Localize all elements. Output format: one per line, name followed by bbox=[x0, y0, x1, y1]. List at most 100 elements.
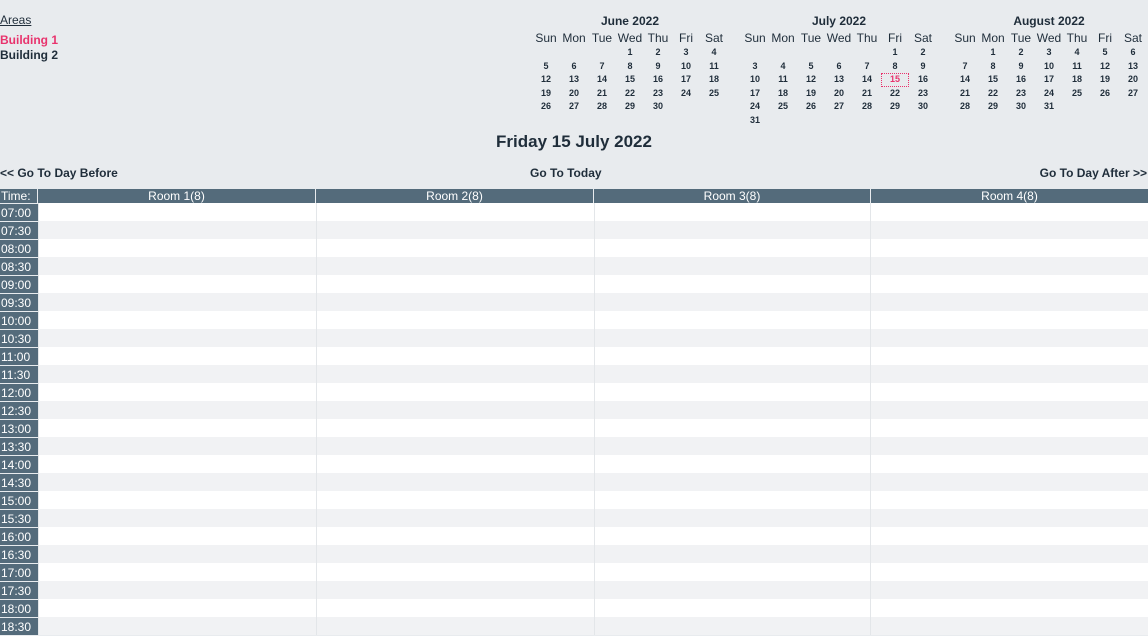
booking-slot-room-3[interactable] bbox=[593, 401, 871, 419]
booking-slot-room-4[interactable] bbox=[870, 491, 1148, 509]
booking-slot-room-2[interactable] bbox=[315, 545, 594, 563]
calendar-day[interactable]: 31 bbox=[749, 114, 760, 125]
booking-slot-room-4[interactable] bbox=[870, 239, 1148, 257]
calendar-day[interactable]: 14 bbox=[959, 74, 970, 84]
room-2-header[interactable]: Room 2(8) bbox=[315, 189, 593, 203]
booking-slot-room-2[interactable] bbox=[315, 311, 594, 329]
calendar-day[interactable]: 22 bbox=[987, 87, 998, 98]
booking-slot-room-4[interactable] bbox=[870, 563, 1148, 581]
booking-slot-room-2[interactable] bbox=[315, 491, 594, 509]
calendar-day[interactable]: 30 bbox=[652, 101, 663, 111]
booking-slot-room-4[interactable] bbox=[870, 437, 1148, 455]
area-building-1[interactable]: Building 1 bbox=[0, 33, 58, 47]
booking-slot-room-3[interactable] bbox=[593, 383, 871, 401]
calendar-day[interactable]: 11 bbox=[709, 60, 719, 71]
booking-slot-room-1[interactable] bbox=[37, 527, 316, 545]
go-day-after-link[interactable]: Go To Day After >> bbox=[1039, 166, 1147, 180]
booking-slot-room-2[interactable] bbox=[315, 437, 594, 455]
booking-slot-room-4[interactable] bbox=[870, 527, 1148, 545]
booking-slot-room-2[interactable] bbox=[315, 401, 594, 419]
areas-title[interactable]: Areas bbox=[0, 13, 32, 27]
calendar-day[interactable]: 13 bbox=[1127, 60, 1138, 71]
calendar-day[interactable]: 10 bbox=[749, 74, 760, 84]
booking-slot-room-3[interactable] bbox=[593, 563, 871, 581]
booking-slot-room-3[interactable] bbox=[593, 275, 871, 293]
booking-slot-room-3[interactable] bbox=[593, 455, 871, 473]
booking-slot-room-1[interactable] bbox=[37, 257, 316, 275]
calendar-day[interactable]: 12 bbox=[1099, 60, 1110, 71]
calendar-day[interactable]: 11 bbox=[778, 74, 788, 84]
booking-slot-room-2[interactable] bbox=[315, 527, 594, 545]
calendar-day[interactable]: 7 bbox=[599, 60, 605, 71]
go-today-link[interactable]: Go To Today bbox=[530, 166, 602, 180]
calendar-day[interactable]: 2 bbox=[1018, 47, 1024, 57]
calendar-day[interactable]: 2 bbox=[655, 47, 661, 57]
booking-slot-room-3[interactable] bbox=[593, 617, 871, 635]
booking-slot-room-2[interactable] bbox=[315, 383, 594, 401]
calendar-day[interactable]: 6 bbox=[1130, 47, 1136, 57]
booking-slot-room-2[interactable] bbox=[315, 581, 594, 599]
booking-slot-room-3[interactable] bbox=[593, 257, 871, 275]
booking-slot-room-1[interactable] bbox=[37, 563, 316, 581]
calendar-day[interactable]: 15 bbox=[624, 74, 635, 84]
booking-slot-room-4[interactable] bbox=[870, 221, 1148, 239]
booking-slot-room-4[interactable] bbox=[870, 203, 1148, 221]
booking-slot-room-3[interactable] bbox=[593, 239, 871, 257]
calendar-day[interactable]: 31 bbox=[1043, 101, 1054, 111]
booking-slot-room-1[interactable] bbox=[37, 581, 316, 599]
calendar-day[interactable]: 2 bbox=[920, 47, 926, 57]
booking-slot-room-1[interactable] bbox=[37, 383, 316, 401]
booking-slot-room-2[interactable] bbox=[315, 617, 594, 635]
calendar-day[interactable]: 17 bbox=[680, 74, 691, 84]
calendar-day[interactable]: 30 bbox=[1015, 101, 1026, 111]
booking-slot-room-3[interactable] bbox=[593, 419, 871, 437]
calendar-day[interactable]: 21 bbox=[861, 87, 872, 98]
calendar-day[interactable]: 3 bbox=[1046, 47, 1052, 57]
booking-slot-room-2[interactable] bbox=[315, 455, 594, 473]
calendar-day[interactable]: 14 bbox=[861, 74, 872, 84]
booking-slot-room-3[interactable] bbox=[593, 221, 871, 239]
booking-slot-room-4[interactable] bbox=[870, 545, 1148, 563]
calendar-day[interactable]: 5 bbox=[543, 60, 549, 71]
calendar-day[interactable]: 30 bbox=[917, 101, 928, 111]
calendar-day[interactable]: 27 bbox=[1127, 87, 1138, 98]
booking-slot-room-3[interactable] bbox=[593, 365, 871, 383]
room-1-header[interactable]: Room 1(8) bbox=[37, 189, 315, 203]
booking-slot-room-2[interactable] bbox=[315, 473, 594, 491]
booking-slot-room-1[interactable] bbox=[37, 347, 316, 365]
calendar-day[interactable]: 6 bbox=[836, 60, 842, 71]
calendar-day[interactable]: 28 bbox=[596, 101, 607, 111]
calendar-day[interactable]: 4 bbox=[780, 60, 786, 71]
booking-slot-room-2[interactable] bbox=[315, 365, 594, 383]
booking-slot-room-4[interactable] bbox=[870, 347, 1148, 365]
calendar-day[interactable]: 6 bbox=[571, 60, 577, 71]
booking-slot-room-3[interactable] bbox=[593, 599, 871, 617]
calendar-day[interactable]: 5 bbox=[808, 60, 814, 71]
booking-slot-room-2[interactable] bbox=[315, 221, 594, 239]
calendar-day[interactable]: 29 bbox=[624, 101, 635, 111]
booking-slot-room-2[interactable] bbox=[315, 599, 594, 617]
booking-slot-room-2[interactable] bbox=[315, 239, 594, 257]
calendar-day[interactable]: 4 bbox=[711, 47, 717, 57]
calendar-day[interactable]: 27 bbox=[568, 101, 579, 111]
calendar-day[interactable]: 18 bbox=[777, 87, 788, 98]
booking-slot-room-3[interactable] bbox=[593, 527, 871, 545]
calendar-day[interactable]: 7 bbox=[864, 60, 870, 71]
booking-slot-room-2[interactable] bbox=[315, 419, 594, 437]
calendar-day[interactable]: 18 bbox=[1071, 74, 1082, 84]
booking-slot-room-1[interactable] bbox=[37, 617, 316, 635]
calendar-day[interactable]: 26 bbox=[540, 101, 551, 111]
booking-slot-room-1[interactable] bbox=[37, 491, 316, 509]
booking-slot-room-3[interactable] bbox=[593, 311, 871, 329]
booking-slot-room-4[interactable] bbox=[870, 275, 1148, 293]
booking-slot-room-1[interactable] bbox=[37, 239, 316, 257]
calendar-day[interactable]: 16 bbox=[917, 74, 928, 84]
booking-slot-room-3[interactable] bbox=[593, 491, 871, 509]
booking-slot-room-4[interactable] bbox=[870, 419, 1148, 437]
calendar-day[interactable]: 20 bbox=[833, 87, 844, 98]
calendar-day[interactable]: 7 bbox=[962, 60, 968, 71]
booking-slot-room-1[interactable] bbox=[37, 401, 316, 419]
booking-slot-room-3[interactable] bbox=[593, 329, 871, 347]
booking-slot-room-3[interactable] bbox=[593, 581, 871, 599]
booking-slot-room-2[interactable] bbox=[315, 275, 594, 293]
